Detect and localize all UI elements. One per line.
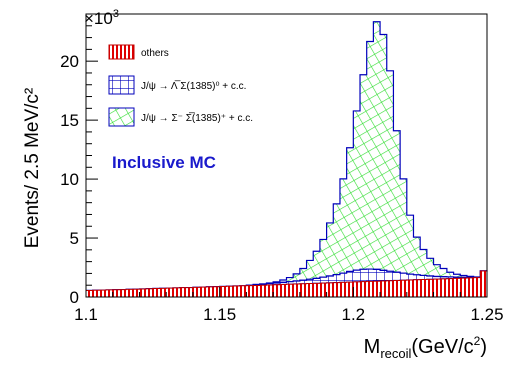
legend: others J/ψ → Λ̅ Σ(1385)⁰ + c.c. J/ψ → Σ⁻… [108, 44, 253, 127]
inclusive-mc-annotation: Inclusive MC [112, 153, 216, 172]
y-tick-label: 10 [60, 170, 79, 189]
x-tick-label: 1.2 [342, 305, 366, 324]
x-tick-label: 1.1 [74, 305, 98, 324]
x-axis-label: Mrecoil(GeV/c2) [364, 334, 487, 361]
legend-swatch-lambda-sigma0 [108, 75, 135, 95]
axes-frame [85, 13, 488, 298]
legend-label-lambda-sigma0: J/ψ → Λ̅ Σ(1385)⁰ + c.c. [141, 80, 246, 92]
y-tick-label: 0 [70, 288, 79, 307]
legend-label-others: others [141, 48, 169, 59]
x-tick-label: 1.25 [470, 305, 503, 324]
x-tick-label: 1.15 [203, 305, 236, 324]
legend-label-sigma-sigmastar: J/ψ → Σ⁻ Σ̅(1385)⁺ + c.c. [141, 112, 253, 124]
x-tick-labels: 1.1 1.15 1.2 1.25 [74, 305, 503, 324]
y-multiplier: ×103 [84, 8, 119, 28]
y-tick-label: 20 [60, 52, 79, 71]
y-tick-label: 5 [70, 229, 79, 248]
y-tick-label: 15 [60, 111, 79, 130]
legend-swatch-others [108, 44, 135, 60]
y-axis-label: Events/ 2.5 MeV/c² [22, 88, 43, 249]
y-tick-labels: 0 5 10 15 20 [60, 52, 79, 307]
legend-swatch-sigma-sigmastar [108, 107, 135, 127]
